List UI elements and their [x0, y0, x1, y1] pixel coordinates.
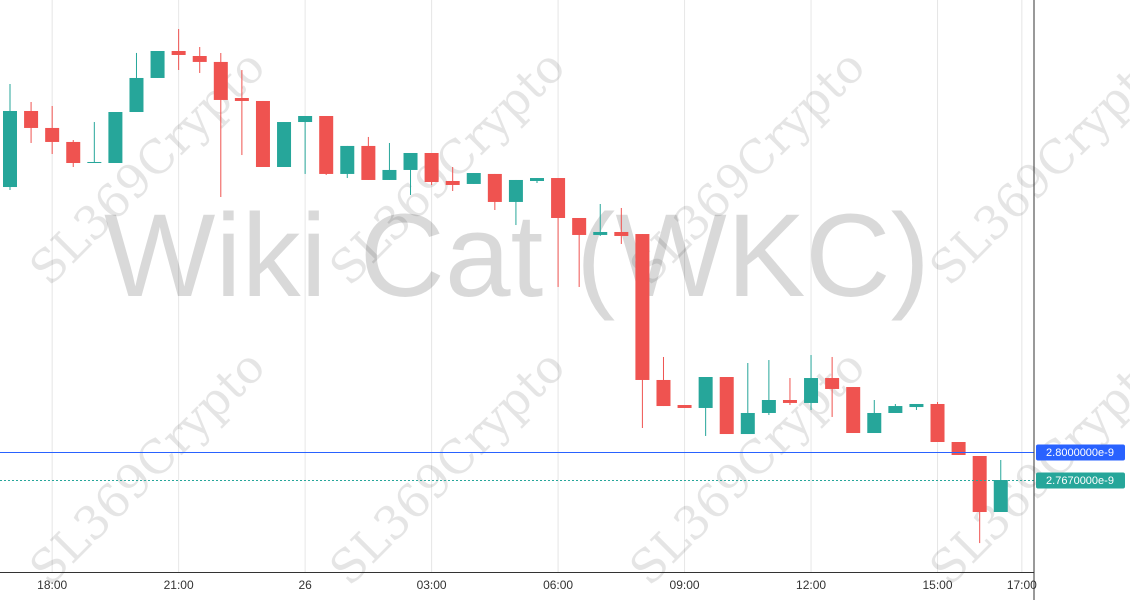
candle-body	[530, 178, 544, 181]
x-tick-label: 12:00	[796, 578, 826, 592]
candle-body	[761, 400, 776, 413]
candle-body	[888, 406, 903, 413]
candle-body	[340, 145, 355, 174]
candle-body	[804, 378, 819, 403]
candle-body	[424, 152, 439, 183]
x-tick-label: 06:00	[543, 578, 573, 592]
candle-body	[445, 180, 460, 185]
x-tick-label: 15:00	[923, 578, 953, 592]
candle-body	[972, 456, 987, 513]
candle-body	[677, 405, 692, 408]
candle-body	[719, 377, 734, 435]
candle-body	[255, 100, 270, 167]
grid	[51, 0, 1023, 572]
candle-body	[635, 234, 650, 380]
candle-body	[487, 173, 502, 202]
x-tick-label: 09:00	[670, 578, 700, 592]
candle-body	[572, 217, 587, 235]
candle-body	[656, 379, 671, 407]
candle-body	[614, 231, 629, 236]
candle-body	[361, 145, 376, 180]
candle-body	[192, 56, 207, 62]
candle-body	[909, 403, 924, 408]
candle-body	[129, 77, 144, 113]
candle-body	[740, 412, 755, 435]
candle-body	[551, 178, 566, 218]
candle-body	[24, 110, 39, 128]
candle-body	[698, 377, 713, 408]
x-tick-label: 21:00	[164, 578, 194, 592]
candle-body	[993, 480, 1008, 513]
candle-body	[66, 141, 81, 164]
x-tick-label: 18:00	[37, 578, 67, 592]
price-label: 2.7670000e-9	[1046, 475, 1114, 487]
candles	[3, 29, 1008, 544]
candle-body	[298, 115, 313, 123]
price-lines: 2.8000000e-9 2.7670000e-9	[0, 444, 1125, 489]
candle-body	[782, 400, 797, 403]
candle-body	[277, 122, 292, 167]
price-label: 2.8000000e-9	[1046, 447, 1114, 459]
candle-body	[930, 403, 945, 443]
candle-body	[825, 378, 840, 389]
x-tick-label: 26	[298, 578, 312, 592]
candle-body	[403, 152, 418, 170]
candle-body	[3, 110, 17, 188]
price-label-box	[1036, 444, 1125, 461]
candle-body	[382, 169, 397, 180]
candle-body	[951, 442, 966, 455]
candle-body	[319, 115, 334, 174]
candle-body	[466, 173, 481, 184]
candle-body	[593, 231, 608, 235]
x-axis: 18:00 21:00 26 03:00 06:00 09:00 12:00 15:00 17:…	[37, 578, 1037, 592]
price-label-box	[1036, 472, 1125, 489]
candle-body	[150, 50, 165, 78]
candle-body	[87, 161, 102, 164]
candle-body	[213, 61, 228, 100]
x-tick-label: 17:00	[1007, 578, 1037, 592]
candle-body	[846, 387, 861, 434]
x-tick-label: 03:00	[417, 578, 447, 592]
candle-body	[508, 179, 523, 202]
candle-body	[171, 50, 186, 55]
candle-body	[45, 127, 60, 142]
candle-body	[867, 412, 882, 434]
watermark: Wiki Cat (WKC)	[104, 190, 930, 322]
candle-body	[108, 112, 123, 164]
candle-body	[234, 98, 249, 101]
